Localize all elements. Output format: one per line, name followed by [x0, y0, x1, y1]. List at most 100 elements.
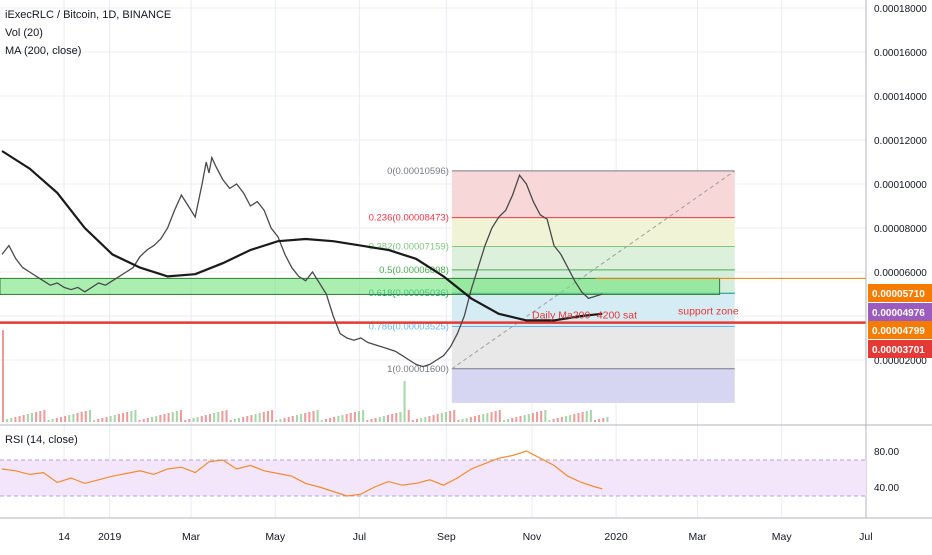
- volume-bar: [26, 414, 29, 422]
- volume-bar: [180, 410, 183, 422]
- volume-bar: [387, 415, 390, 422]
- volume-bar: [560, 417, 563, 422]
- volume-bar: [93, 420, 96, 422]
- volume-bar: [97, 419, 100, 422]
- volume-bar: [35, 412, 38, 422]
- volume-bar: [519, 416, 522, 422]
- volume-bar: [196, 417, 199, 422]
- volume-bar: [84, 411, 87, 422]
- volume-bar: [18, 416, 21, 422]
- volume-bar: [258, 413, 261, 422]
- volume-bar: [494, 411, 497, 422]
- volume-bar: [80, 412, 83, 422]
- time-tick-label: Nov: [523, 531, 542, 543]
- price-badge: [868, 321, 932, 339]
- volume-bar: [200, 416, 203, 422]
- volume-bar: [594, 420, 597, 422]
- volume-bar: [184, 420, 187, 422]
- volume-bar: [6, 419, 9, 422]
- volume-bar: [324, 419, 327, 422]
- volume-bar: [2, 330, 4, 422]
- volume-bar: [511, 418, 514, 422]
- volume-bar: [374, 418, 377, 422]
- rsi-band: [0, 460, 866, 496]
- volume-bar: [416, 419, 418, 422]
- fib-band: [451, 326, 735, 369]
- annotation-daily-ma: Daily Ma200 -4200 sat: [532, 310, 637, 322]
- volume-bar: [552, 419, 555, 422]
- volume-bar: [113, 415, 116, 422]
- volume-bar: [428, 416, 431, 422]
- price-tick-label: 0.00012000: [874, 136, 927, 147]
- volume-bar: [105, 417, 108, 422]
- volume-bar: [370, 419, 373, 422]
- volume-bar: [283, 418, 286, 422]
- rsi-indicator-label[interactable]: RSI (14, close): [5, 434, 78, 446]
- volume-bar: [271, 410, 274, 422]
- volume-bar: [399, 412, 402, 422]
- volume-bar: [598, 419, 601, 422]
- fib-band: [451, 293, 735, 327]
- fib-trend-line: [451, 170, 736, 370]
- time-tick-label: Mar: [688, 531, 707, 543]
- fib-level-label: 0.5(0.00006098): [379, 265, 449, 276]
- price-badge-label: 0.00003701: [872, 345, 925, 356]
- volume-bar: [308, 412, 311, 422]
- volume-indicator-label[interactable]: Vol (20): [5, 27, 43, 39]
- volume-bar: [527, 414, 530, 422]
- price-series-line: [1, 155, 603, 368]
- volume-bar: [279, 419, 282, 422]
- volume-bar: [188, 419, 191, 422]
- volume-bar: [171, 412, 174, 422]
- price-tick-label: 0.00016000: [874, 48, 927, 59]
- volume-bar: [536, 412, 539, 422]
- volume-bar: [10, 418, 13, 422]
- price-badge-label: 0.00004799: [872, 326, 925, 337]
- volume-bar: [577, 413, 580, 422]
- volume-bar: [606, 417, 609, 422]
- volume-bar: [540, 411, 543, 422]
- price-tick-label: 0.00018000: [874, 4, 927, 15]
- ma-indicator-label[interactable]: MA (200, close): [5, 45, 82, 57]
- volume-bar: [138, 420, 141, 422]
- volume-bar: [163, 414, 166, 422]
- volume-bar: [461, 419, 464, 422]
- volume-bar: [565, 416, 568, 422]
- volume-bar: [300, 414, 303, 422]
- price-badge-label: 0.00004976: [872, 308, 925, 319]
- volume-bar: [449, 411, 452, 422]
- volume-bar: [22, 415, 25, 422]
- volume-bar: [72, 414, 75, 422]
- time-tick-label: Jul: [353, 531, 366, 543]
- volume-bar: [217, 412, 220, 422]
- volume-bar: [76, 413, 79, 422]
- volume-bar: [101, 418, 104, 422]
- volume-bar: [155, 416, 158, 422]
- volume-bar: [329, 418, 332, 422]
- time-tick-label: Jul: [859, 531, 872, 543]
- price-badge: [868, 340, 932, 358]
- volume-bar: [275, 420, 278, 422]
- volume-bar: [126, 412, 129, 422]
- fib-level-label: 1(0.00001600): [387, 364, 449, 375]
- volume-bar: [295, 415, 298, 422]
- volume-bar: [167, 413, 170, 422]
- volume-bar: [250, 415, 253, 422]
- time-tick-label: May: [265, 531, 286, 543]
- volume-bar: [473, 416, 476, 422]
- price-badge-label: 0.00005710: [872, 289, 925, 300]
- volume-bar: [585, 411, 588, 422]
- volume-bar: [378, 417, 381, 422]
- volume-bar: [548, 420, 551, 422]
- fib-band: [451, 368, 735, 403]
- volume-bar: [515, 417, 518, 422]
- volume-bar: [320, 420, 323, 422]
- volume-bar: [569, 415, 572, 422]
- volume-bar: [341, 415, 344, 422]
- time-tick-label: May: [772, 531, 793, 543]
- volume-bar: [556, 418, 559, 422]
- volume-bar: [130, 411, 133, 422]
- volume-bar: [246, 416, 249, 422]
